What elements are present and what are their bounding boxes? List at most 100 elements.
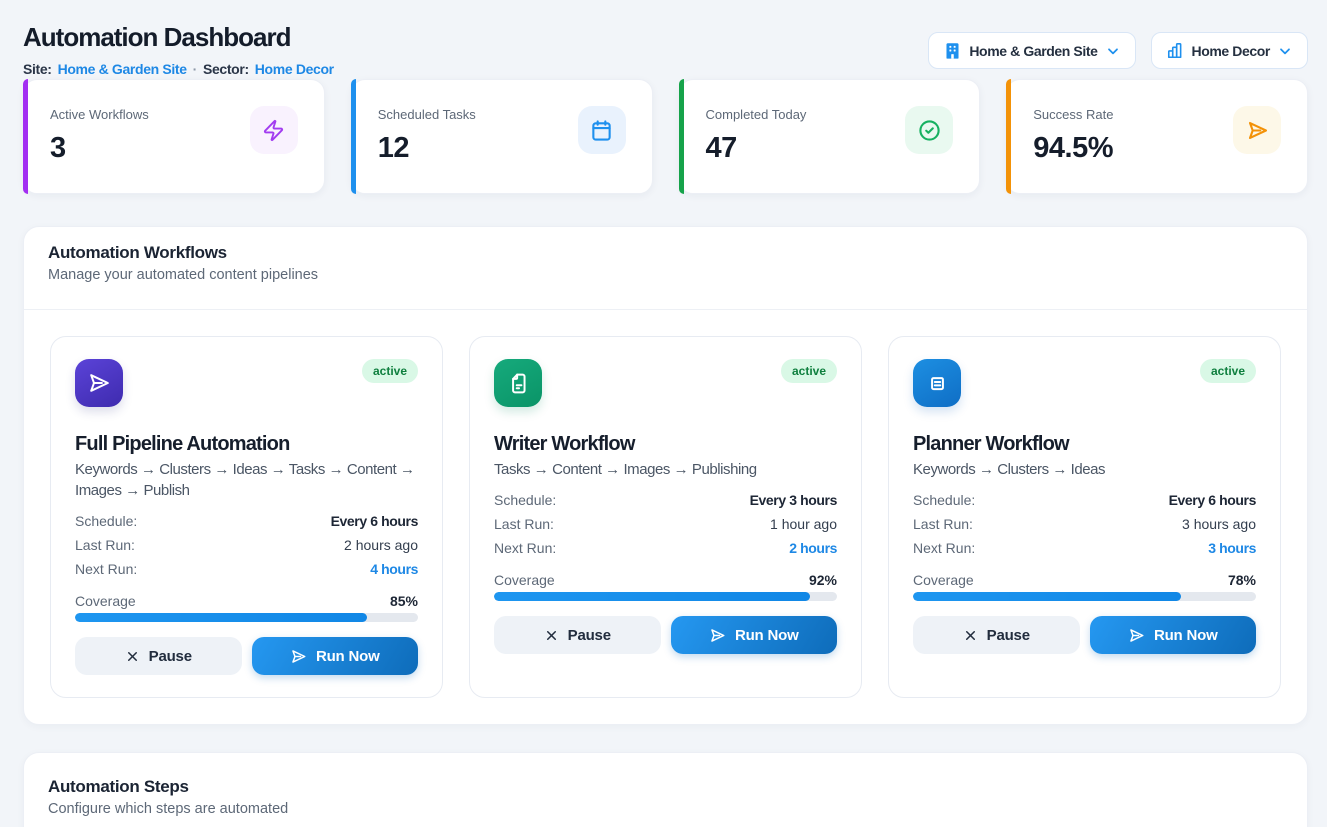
workflow-card-writer: active Writer Workflow Tasks → Content →… bbox=[469, 336, 862, 698]
site-label: Site: bbox=[23, 61, 52, 77]
workflow-card-header: active bbox=[75, 359, 418, 407]
check-circle-icon bbox=[905, 106, 954, 154]
separator-dot: · bbox=[192, 61, 198, 77]
coverage-label: Coverage bbox=[913, 572, 974, 588]
coverage-track bbox=[75, 613, 418, 622]
coverage-row: Coverage 78% bbox=[913, 571, 1256, 589]
steps-panel: Automation Steps Configure which steps a… bbox=[23, 752, 1308, 827]
stat-label: Active Workflows bbox=[50, 107, 149, 122]
stat-accent-bar bbox=[23, 79, 28, 194]
schedule-row: Schedule: Every 6 hours bbox=[913, 488, 1256, 512]
last-run-row: Last Run: 2 hours ago bbox=[75, 533, 418, 557]
workflow-pipeline: Keywords → Clusters → Ideas → Tasks → Co… bbox=[75, 461, 415, 499]
pause-button[interactable]: Pause bbox=[494, 616, 661, 654]
next-run-label: Next Run: bbox=[913, 540, 976, 556]
stat-value: 3 bbox=[50, 132, 66, 164]
sector-dropdown[interactable]: Home Decor bbox=[1150, 32, 1308, 69]
stat-value: 47 bbox=[705, 132, 738, 164]
list-icon bbox=[913, 359, 961, 407]
next-run-value: 2 hours bbox=[789, 540, 837, 556]
coverage-fill bbox=[75, 613, 367, 622]
coverage-fill bbox=[494, 592, 810, 601]
send-icon bbox=[711, 628, 725, 642]
stat-accent-bar bbox=[1006, 79, 1012, 194]
workflow-title: Full Pipeline Automation bbox=[75, 433, 290, 455]
coverage-track bbox=[913, 592, 1256, 601]
send-icon bbox=[292, 649, 306, 663]
stat-label: Completed Today bbox=[705, 107, 807, 122]
sector-link[interactable]: Home Decor bbox=[254, 61, 334, 77]
workflow-meta: Schedule: Every 6 hours Last Run: 2 hour… bbox=[75, 509, 418, 581]
run-now-button[interactable]: Run Now bbox=[251, 637, 418, 675]
last-run-row: Last Run: 1 hour ago bbox=[494, 512, 837, 536]
run-now-button[interactable]: Run Now bbox=[1089, 616, 1256, 654]
site-dropdown[interactable]: Home & Garden Site bbox=[928, 32, 1136, 69]
coverage-fill bbox=[913, 592, 1181, 601]
chevron-down-icon bbox=[1107, 47, 1118, 54]
last-run-value: 1 hour ago bbox=[770, 516, 837, 532]
workflow-pipeline: Tasks → Content → Images → Publishing bbox=[494, 461, 757, 478]
schedule-label: Schedule: bbox=[494, 492, 557, 508]
stat-value: 94.5% bbox=[1033, 132, 1113, 164]
stat-value: 12 bbox=[377, 132, 410, 164]
schedule-value: Every 3 hours bbox=[749, 492, 838, 508]
workflow-actions: Pause Run Now bbox=[75, 637, 418, 675]
steps-panel-subtitle: Configure which steps are automated bbox=[48, 801, 289, 817]
steps-panel-title: Automation Steps bbox=[48, 777, 189, 796]
coverage-label: Coverage bbox=[494, 572, 555, 588]
workflows-panel-subtitle: Manage your automated content pipelines bbox=[48, 267, 319, 283]
run-now-button[interactable]: Run Now bbox=[670, 616, 837, 654]
schedule-label: Schedule: bbox=[75, 513, 138, 529]
stat-card-completed-today: Completed Today 47 bbox=[678, 79, 981, 194]
pause-button[interactable]: Pause bbox=[75, 637, 242, 675]
pause-button[interactable]: Pause bbox=[913, 616, 1080, 654]
status-badge: active bbox=[780, 359, 837, 383]
workflow-actions: Pause Run Now bbox=[913, 616, 1256, 654]
site-link[interactable]: Home & Garden Site bbox=[57, 61, 187, 77]
status-badge: active bbox=[1199, 359, 1256, 383]
coverage-block: Coverage 92% bbox=[494, 571, 837, 601]
pause-label: Pause bbox=[567, 626, 611, 644]
next-run-row: Next Run: 2 hours bbox=[494, 536, 837, 560]
schedule-row: Schedule: Every 3 hours bbox=[494, 488, 837, 512]
next-run-row: Next Run: 3 hours bbox=[913, 536, 1256, 560]
send-icon bbox=[1233, 106, 1281, 154]
coverage-track bbox=[494, 592, 837, 601]
workflow-pipeline: Keywords → Clusters → Ideas bbox=[913, 461, 1106, 478]
page-subtitle: Site: Home & Garden Site · Sector: Home … bbox=[23, 59, 334, 79]
x-icon bbox=[127, 651, 137, 661]
steps-panel-header: Automation Steps Configure which steps a… bbox=[24, 753, 1307, 827]
schedule-row: Schedule: Every 6 hours bbox=[75, 509, 418, 533]
run-now-label: Run Now bbox=[1153, 626, 1218, 644]
stats-row: Active Workflows 3 Scheduled Tasks 12 Co… bbox=[23, 79, 1308, 194]
coverage-block: Coverage 78% bbox=[913, 571, 1256, 601]
last-run-label: Last Run: bbox=[913, 516, 973, 532]
last-run-value: 3 hours ago bbox=[1182, 516, 1256, 532]
next-run-value: 3 hours bbox=[1208, 540, 1256, 556]
workflow-meta: Schedule: Every 6 hours Last Run: 3 hour… bbox=[913, 488, 1256, 560]
workflows-grid: active Full Pipeline Automation Keywords… bbox=[24, 310, 1307, 724]
next-run-value: 4 hours bbox=[370, 561, 418, 577]
zap-icon bbox=[249, 106, 298, 154]
workflows-panel-title: Automation Workflows bbox=[48, 243, 227, 262]
coverage-block: Coverage 85% bbox=[75, 592, 418, 622]
status-badge: active bbox=[361, 359, 418, 383]
last-run-label: Last Run: bbox=[75, 537, 135, 553]
workflow-card-header: active bbox=[494, 359, 837, 407]
workflow-meta: Schedule: Every 3 hours Last Run: 1 hour… bbox=[494, 488, 837, 560]
title-block: Automation Dashboard Site: Home & Garden… bbox=[23, 22, 334, 79]
bar-chart-icon bbox=[1167, 42, 1181, 59]
stat-card-active-workflows: Active Workflows 3 bbox=[23, 79, 325, 194]
coverage-row: Coverage 92% bbox=[494, 571, 837, 589]
chevron-down-icon bbox=[1280, 47, 1290, 54]
stat-label: Success Rate bbox=[1033, 107, 1114, 122]
next-run-row: Next Run: 4 hours bbox=[75, 557, 418, 581]
workflow-card-full-pipeline: active Full Pipeline Automation Keywords… bbox=[50, 336, 443, 698]
run-now-label: Run Now bbox=[315, 647, 380, 665]
site-dropdown-label: Home & Garden Site bbox=[969, 42, 1098, 59]
run-now-label: Run Now bbox=[734, 626, 799, 644]
stat-card-scheduled-tasks: Scheduled Tasks 12 bbox=[350, 79, 653, 194]
coverage-label: Coverage bbox=[75, 593, 136, 609]
coverage-value: 78% bbox=[1227, 572, 1256, 588]
x-icon bbox=[965, 630, 975, 640]
